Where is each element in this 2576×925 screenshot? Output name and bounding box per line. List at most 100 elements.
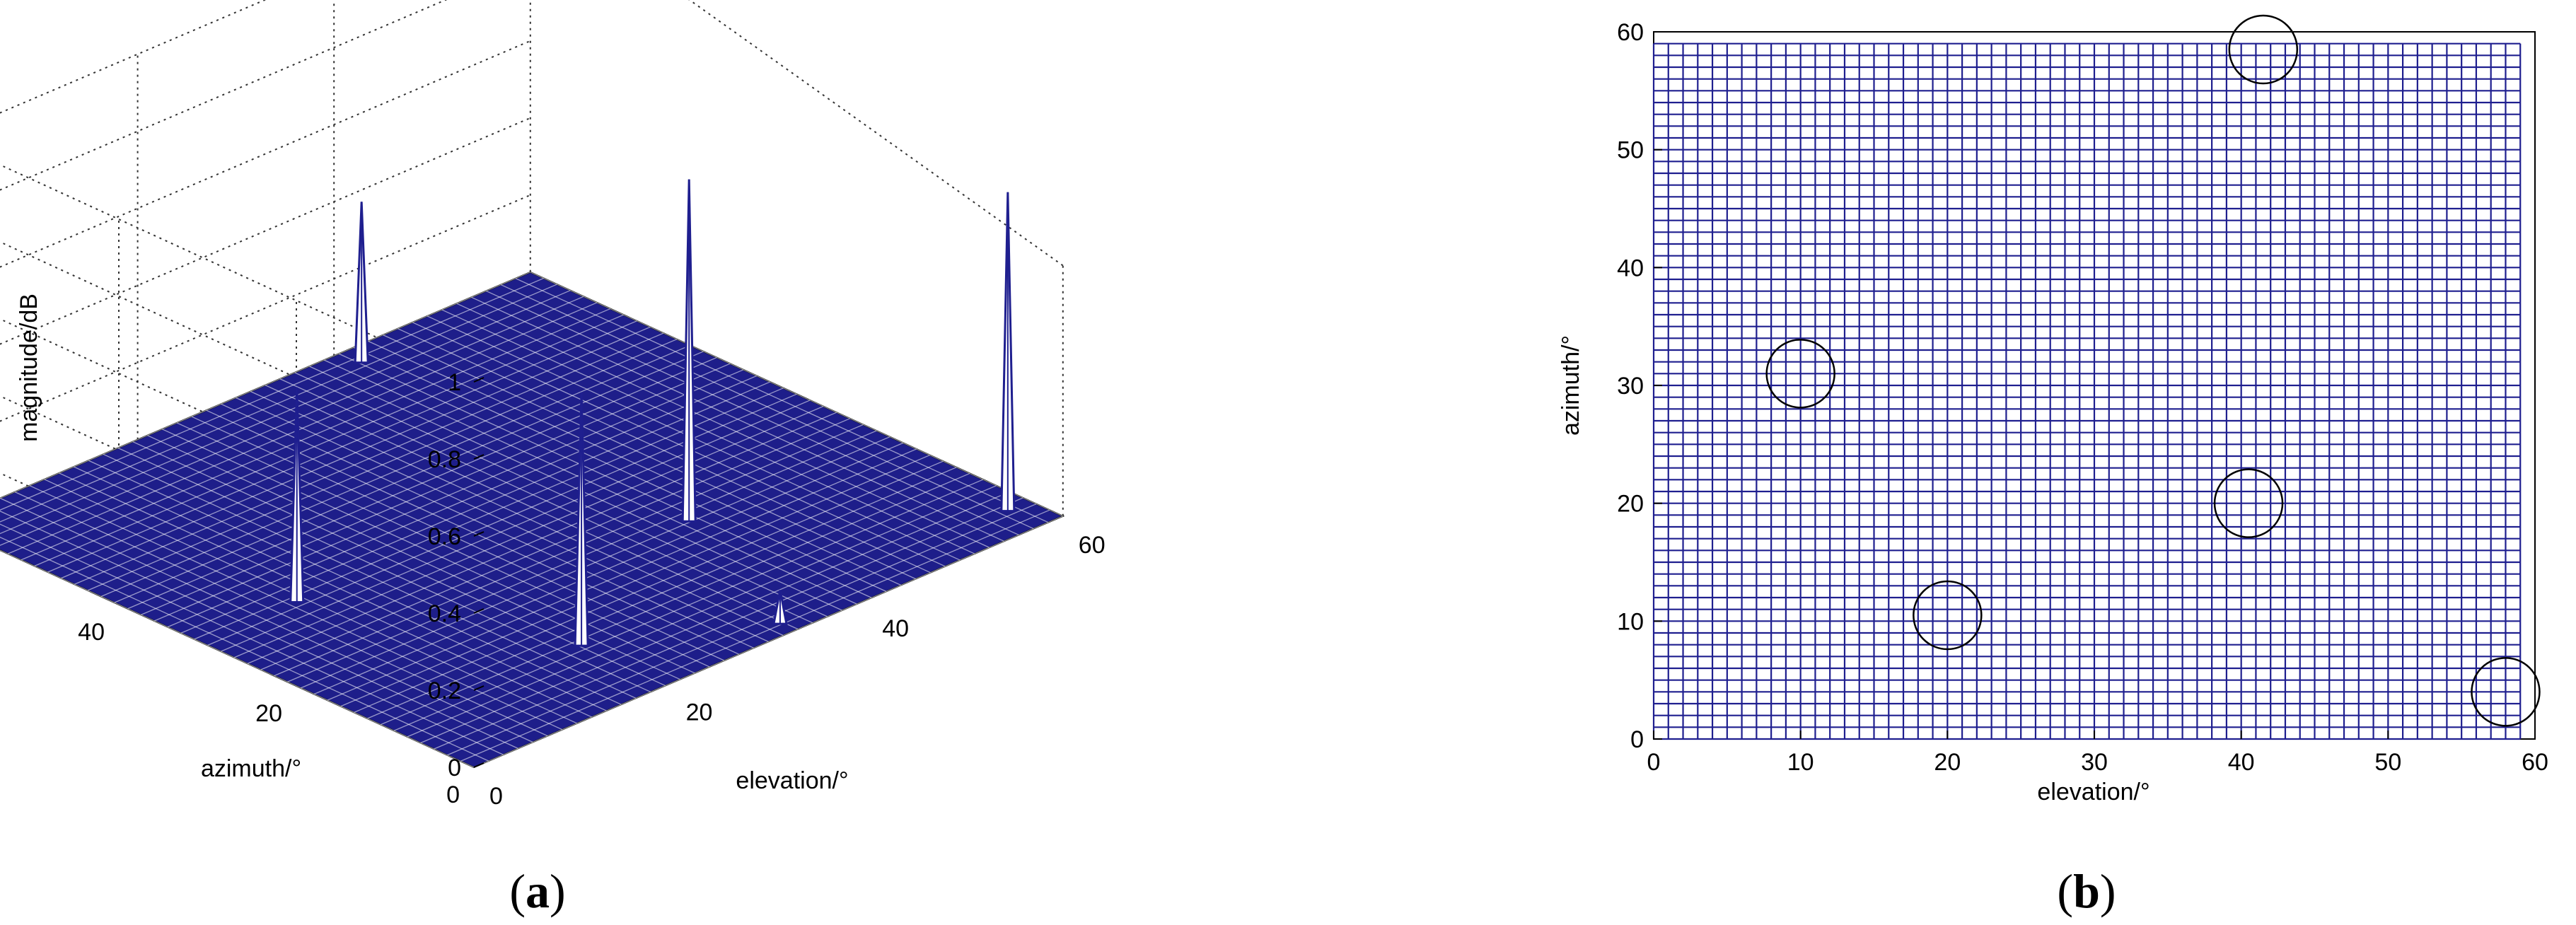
z-tick-mark: [473, 685, 485, 691]
surface-mesh-line: [515, 278, 1049, 523]
back-wall-z-gridline: [0, 0, 267, 114]
surface-mesh-line: [412, 322, 946, 567]
circled-point-2: [1913, 580, 1983, 651]
x-tick-label: 40: [2228, 749, 2255, 776]
surface-mesh-line: [207, 393, 797, 646]
surface-mesh-line: [250, 390, 784, 636]
surface-mesh-line: [383, 334, 916, 580]
panel-b-label: (b): [2057, 864, 2116, 918]
azimuth-tick-label: 20: [255, 700, 282, 727]
circled-point-1: [1765, 339, 1835, 409]
circled-point-3: [2213, 468, 2284, 538]
y-tick-label: 20: [1617, 491, 1644, 518]
z-tick-label: 0.2: [428, 677, 461, 704]
elevation-tick-label: 20: [686, 699, 713, 726]
surface-mesh-line: [34, 314, 624, 566]
surface-mesh-line: [456, 303, 990, 548]
surface-mesh-line: [265, 385, 799, 630]
panel-b-mesh-grid: [1652, 31, 2536, 740]
surface-mesh-line: [309, 366, 842, 611]
x-tick-label: 60: [2522, 749, 2548, 776]
z-tick-label: 0.4: [428, 600, 461, 627]
panel-b-circled-points: [1765, 14, 2541, 727]
panel-a-surface-chart: 00.20.40.60.8102040600204060 elevation/°…: [0, 0, 1106, 918]
surface-mesh-line: [0, 296, 584, 546]
z-tick-label: 1: [448, 369, 461, 396]
surface-mesh-line: [7, 302, 598, 554]
y-tick-label: 50: [1617, 137, 1644, 164]
surface-mesh-line: [0, 277, 544, 511]
panel-a-peaks: [289, 179, 1016, 647]
y-tick-label: 10: [1617, 608, 1644, 635]
surface-mesh-line: [279, 378, 813, 624]
panel-a-x-axis-label: elevation/°: [736, 767, 848, 794]
surface-mesh-line: [398, 328, 931, 574]
surface-mesh-line: [61, 326, 651, 579]
azimuth-tick-label: 40: [78, 619, 105, 646]
back-wall-z-gridline: [0, 117, 531, 345]
left-wall-z-gridline: [0, 240, 475, 460]
z-tick-label: 0.6: [428, 523, 461, 550]
azimuth-tick-label: 0: [446, 781, 460, 808]
x-tick-label: 30: [2081, 749, 2108, 776]
surface-mesh-line: [530, 272, 1064, 517]
left-wall-z-gridline: [0, 163, 475, 383]
surface-mesh-line: [0, 272, 531, 499]
x-tick-label: 0: [1647, 749, 1661, 776]
surface-mesh-line: [471, 296, 1004, 542]
surface-mesh-line: [21, 308, 611, 561]
z-tick-mark: [473, 377, 485, 383]
back-wall-z-gridline: [0, 0, 448, 191]
x-tick-label: 50: [2374, 749, 2401, 776]
panel-a-tick-labels: 00.20.40.60.8102040600204060: [78, 369, 1106, 810]
surface-mesh-line: [441, 309, 975, 554]
surface-mesh-line: [100, 344, 690, 598]
panel-a-label: (a): [509, 864, 565, 918]
surface-mesh-line: [153, 369, 744, 622]
circled-point-5: [2471, 657, 2541, 727]
surface-mesh-line: [141, 363, 731, 615]
z-tick-mark: [473, 531, 485, 537]
surface-mesh-line: [114, 351, 704, 603]
y-tick-label: 40: [1617, 255, 1644, 281]
surface-mesh-line: [0, 290, 571, 535]
surface-mesh-line: [353, 347, 887, 592]
y-tick-label: 30: [1617, 373, 1644, 400]
top-right-edge: [688, 0, 1064, 267]
elevation-tick-label: 60: [1079, 532, 1106, 559]
surface-mesh-line: [180, 381, 770, 634]
z-tick-mark: [473, 454, 485, 460]
y-tick-label: 0: [1630, 726, 1644, 753]
surface-mesh-line: [368, 340, 902, 586]
z-tick-mark: [473, 608, 485, 614]
z-tick-label: 0: [448, 755, 461, 781]
surface-mesh-line: [87, 339, 678, 591]
panel-b-tick-labels: 0 10 20 30 40 50 60 0 10 20 30 40 50 60: [1617, 19, 2548, 776]
back-wall-z-gridline: [0, 194, 531, 422]
panel-a-z-axis-label: magnitude/dB: [16, 293, 42, 442]
surface-mesh-line: [294, 372, 828, 617]
surface-mesh-line: [47, 320, 637, 573]
back-wall-z-gridline: [0, 40, 531, 268]
surface-mesh-line: [500, 284, 1034, 530]
elevation-tick-label: 0: [489, 783, 503, 810]
panel-b-y-axis-label: azimuth/°: [1557, 335, 1584, 436]
panel-a-surface: [0, 271, 1065, 769]
z-tick-label: 0.8: [428, 446, 461, 473]
panel-b-x-axis-label: elevation/°: [2037, 779, 2149, 805]
panel-b-mesh-chart: 0 10 20 30 40 50 60 0 10 20 30 40 50 60 elevation/° a…: [1557, 14, 2548, 918]
surface-mesh-line: [0, 284, 557, 523]
x-tick-label: 20: [1934, 749, 1961, 776]
y-tick-label: 60: [1617, 19, 1644, 46]
x-tick-label: 10: [1787, 749, 1814, 776]
panel-a-y-axis-label: azimuth/°: [201, 755, 301, 782]
surface-mesh-line: [324, 359, 857, 605]
surface-mesh-line: [74, 332, 664, 585]
surface-mesh-line: [338, 353, 872, 598]
elevation-tick-label: 40: [882, 615, 909, 642]
surface-mesh-line: [127, 356, 717, 610]
surface-mesh-line: [167, 375, 758, 628]
surface-mesh-line: [486, 290, 1019, 536]
circled-point-4: [2228, 14, 2299, 85]
